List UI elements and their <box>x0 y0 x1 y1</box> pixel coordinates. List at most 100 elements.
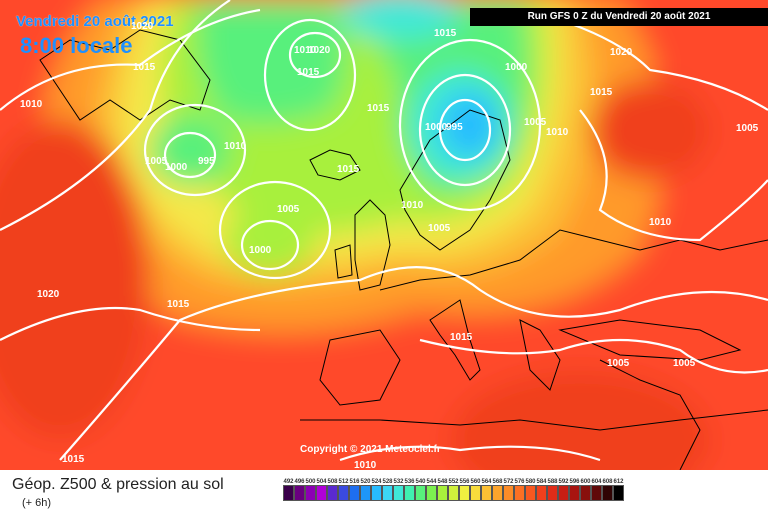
parameter-title: Géop. Z500 & pression au sol <box>12 476 224 493</box>
legend-swatch <box>404 485 415 501</box>
legend-swatch <box>591 485 602 501</box>
legend-tick: 584 <box>536 479 547 485</box>
pressure-label: 1020 <box>308 45 331 56</box>
legend-swatch <box>393 485 404 501</box>
pressure-label: 1015 <box>297 67 320 78</box>
pressure-label: 1005 <box>607 358 630 369</box>
legend-tick: 596 <box>569 479 580 485</box>
geopotential-field <box>0 0 768 470</box>
pressure-label: 1010 <box>20 99 43 110</box>
map-date-title: Vendredi 20 août 2021 <box>16 13 174 30</box>
legend-tick: 564 <box>481 479 492 485</box>
pressure-label: 995 <box>198 156 215 167</box>
legend-swatch <box>448 485 459 501</box>
isobars <box>0 0 768 460</box>
model-run-banner: Run GFS 0 Z du Vendredi 20 août 2021 <box>470 8 768 26</box>
legend-swatch <box>558 485 569 501</box>
pressure-label: 1010 <box>224 141 247 152</box>
legend-swatch <box>349 485 360 501</box>
copyright-notice: Copyright © 2021 Meteociel.fr <box>300 444 441 455</box>
legend-swatch <box>470 485 481 501</box>
legend-swatch <box>580 485 591 501</box>
pressure-label: 1000 <box>505 62 528 73</box>
pressure-label: 1000 <box>425 122 448 133</box>
legend-swatch <box>481 485 492 501</box>
legend-swatch <box>437 485 448 501</box>
legend-swatch <box>503 485 514 501</box>
legend-tick: 588 <box>547 479 558 485</box>
pressure-label: 1000 <box>249 245 272 256</box>
map-footer: Géop. Z500 & pression au sol (+ 6h) 492 4… <box>0 470 768 512</box>
legend-tick: 492 <box>283 479 294 485</box>
legend-swatch <box>426 485 437 501</box>
legend-swatch <box>316 485 327 501</box>
legend-tick: 512 <box>338 479 349 485</box>
legend-tick: 552 <box>448 479 459 485</box>
legend-tick: 572 <box>503 479 514 485</box>
legend-swatch <box>492 485 503 501</box>
pressure-label: 1005 <box>428 223 451 234</box>
pressure-label: 1010 <box>294 45 317 56</box>
z500-pressure-map <box>0 0 768 470</box>
pressure-label: 1015 <box>434 28 457 39</box>
legend-swatch <box>613 485 624 501</box>
legend-tick: 600 <box>580 479 591 485</box>
pressure-label: 1015 <box>590 87 613 98</box>
legend-tick: 532 <box>393 479 404 485</box>
pressure-label: 1015 <box>337 164 360 175</box>
legend-swatch <box>536 485 547 501</box>
legend-swatch <box>415 485 426 501</box>
pressure-label: 995 <box>446 122 463 133</box>
legend-tick: 544 <box>426 479 437 485</box>
pressure-label: 1000 <box>165 162 188 173</box>
pressure-label: 1005 <box>277 204 300 215</box>
legend-swatch <box>371 485 382 501</box>
pressure-label: 1015 <box>450 332 473 343</box>
pressure-label: 1020 <box>37 289 60 300</box>
legend-swatch <box>338 485 349 501</box>
legend-tick: 548 <box>437 479 448 485</box>
legend-tick: 568 <box>492 479 503 485</box>
legend-swatch <box>305 485 316 501</box>
legend-tick: 560 <box>470 479 481 485</box>
legend-swatch <box>459 485 470 501</box>
legend-tick: 536 <box>404 479 415 485</box>
legend-tick: 500 <box>305 479 316 485</box>
pressure-label: 1020 <box>610 47 633 58</box>
pressure-label: 1010 <box>649 217 672 228</box>
legend-tick: 556 <box>459 479 470 485</box>
legend-swatch <box>382 485 393 501</box>
legend-tick: 504 <box>316 479 327 485</box>
legend-tick: 580 <box>525 479 536 485</box>
color-scale-legend: 492 496 500 504 508 512 516 520 524 528 532 536 540 5… <box>283 479 624 501</box>
legend-tick: 576 <box>514 479 525 485</box>
pressure-label: 1015 <box>367 103 390 114</box>
legend-swatch <box>327 485 338 501</box>
legend-swatch <box>360 485 371 501</box>
pressure-label: 1010 <box>546 127 569 138</box>
legend-swatch <box>569 485 580 501</box>
coastlines <box>39 29 768 470</box>
legend-tick: 608 <box>602 479 613 485</box>
pressure-label: 1020 <box>131 21 154 32</box>
map-time-title: 8:00 locale <box>20 33 133 58</box>
pressure-label: 1010 <box>354 460 377 471</box>
legend-swatch <box>602 485 613 501</box>
legend-swatch <box>525 485 536 501</box>
legend-tick: 592 <box>558 479 569 485</box>
pressure-label: 1010 <box>401 200 424 211</box>
legend-swatch <box>283 485 294 501</box>
legend-tick: 612 <box>613 479 624 485</box>
legend-tick: 496 <box>294 479 305 485</box>
forecast-step: (+ 6h) <box>22 497 52 509</box>
legend-tick: 540 <box>415 479 426 485</box>
legend-swatch <box>294 485 305 501</box>
legend-tick: 604 <box>591 479 602 485</box>
legend-tick: 520 <box>360 479 371 485</box>
legend-tick: 524 <box>371 479 382 485</box>
pressure-label: 1015 <box>133 62 156 73</box>
pressure-label: 1005 <box>736 123 759 134</box>
legend-swatch <box>514 485 525 501</box>
pressure-label: 1005 <box>524 117 547 128</box>
